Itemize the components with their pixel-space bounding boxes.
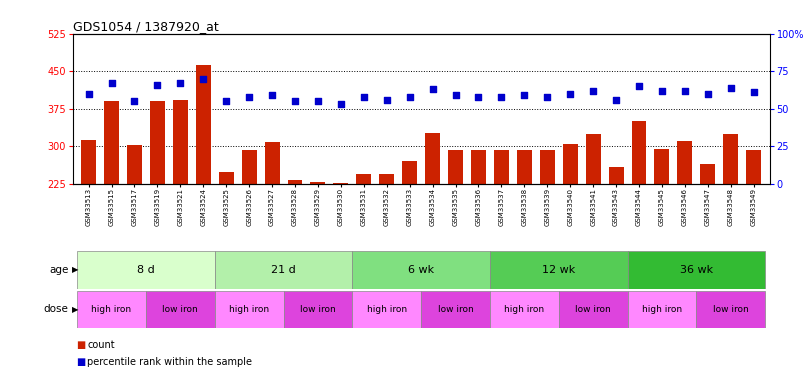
Bar xyxy=(471,150,486,184)
Bar xyxy=(448,150,463,184)
Bar xyxy=(540,150,555,184)
Point xyxy=(311,98,324,104)
Point xyxy=(518,92,531,98)
Bar xyxy=(288,180,302,184)
Text: age: age xyxy=(49,265,69,275)
Point xyxy=(334,101,347,107)
Text: low iron: low iron xyxy=(713,305,749,314)
Text: ▶: ▶ xyxy=(72,266,78,274)
Bar xyxy=(700,164,715,184)
Point xyxy=(472,94,485,100)
Point xyxy=(747,89,760,95)
Bar xyxy=(628,291,696,328)
Text: high iron: high iron xyxy=(229,305,269,314)
Text: low iron: low iron xyxy=(300,305,336,314)
Bar xyxy=(352,251,490,289)
Point xyxy=(701,91,714,97)
Text: low iron: low iron xyxy=(163,305,198,314)
Bar xyxy=(196,65,210,184)
Point xyxy=(541,94,554,100)
Text: high iron: high iron xyxy=(367,305,407,314)
Bar xyxy=(284,291,352,328)
Bar xyxy=(425,133,440,184)
Bar xyxy=(77,251,214,289)
Point xyxy=(403,94,416,100)
Point xyxy=(426,86,439,92)
Bar xyxy=(563,144,578,184)
Bar xyxy=(214,291,284,328)
Text: GDS1054 / 1387920_at: GDS1054 / 1387920_at xyxy=(73,20,218,33)
Bar xyxy=(677,141,692,184)
Bar xyxy=(310,182,326,184)
Text: count: count xyxy=(87,340,114,350)
Text: 21 d: 21 d xyxy=(271,265,296,275)
Bar xyxy=(81,140,96,184)
Text: high iron: high iron xyxy=(505,305,544,314)
Bar xyxy=(609,167,624,184)
Bar xyxy=(490,251,628,289)
Point xyxy=(609,97,622,103)
Text: ■: ■ xyxy=(77,340,85,350)
Text: percentile rank within the sample: percentile rank within the sample xyxy=(87,357,252,367)
Bar xyxy=(517,150,532,184)
Bar xyxy=(146,291,214,328)
Bar xyxy=(586,134,600,184)
Point xyxy=(495,94,508,100)
Bar xyxy=(421,291,490,328)
Text: high iron: high iron xyxy=(642,305,682,314)
Point xyxy=(289,98,301,104)
Point xyxy=(220,98,233,104)
Bar xyxy=(172,100,188,184)
Text: low iron: low iron xyxy=(575,305,611,314)
Point xyxy=(449,92,462,98)
Text: ▶: ▶ xyxy=(72,305,78,314)
Text: 12 wk: 12 wk xyxy=(542,265,575,275)
Text: 8 d: 8 d xyxy=(137,265,155,275)
Bar xyxy=(334,183,348,184)
Bar xyxy=(214,251,352,289)
Text: low iron: low iron xyxy=(438,305,473,314)
Point xyxy=(174,80,187,86)
Bar xyxy=(559,291,628,328)
Point xyxy=(151,82,164,88)
Bar xyxy=(380,174,394,184)
Bar xyxy=(628,251,765,289)
Bar xyxy=(402,161,418,184)
Bar xyxy=(356,174,372,184)
Point xyxy=(266,92,279,98)
Bar xyxy=(264,142,280,184)
Bar xyxy=(104,101,119,184)
Bar xyxy=(77,291,146,328)
Bar xyxy=(746,150,761,184)
Point xyxy=(128,98,141,104)
Bar xyxy=(654,149,670,184)
Point xyxy=(679,88,692,94)
Point xyxy=(357,94,370,100)
Point xyxy=(587,88,600,94)
Text: 36 wk: 36 wk xyxy=(679,265,713,275)
Point xyxy=(563,91,576,97)
Bar xyxy=(127,145,142,184)
Bar xyxy=(218,172,234,184)
Point xyxy=(725,85,737,91)
Bar xyxy=(150,101,165,184)
Bar xyxy=(352,291,421,328)
Text: dose: dose xyxy=(44,304,69,314)
Bar xyxy=(723,134,738,184)
Point xyxy=(633,83,646,89)
Bar xyxy=(696,291,765,328)
Text: 6 wk: 6 wk xyxy=(408,265,434,275)
Bar xyxy=(490,291,559,328)
Point xyxy=(197,76,210,82)
Point xyxy=(380,97,393,103)
Bar xyxy=(632,121,646,184)
Point xyxy=(105,80,118,86)
Point xyxy=(655,88,668,94)
Text: high iron: high iron xyxy=(91,305,131,314)
Bar xyxy=(242,150,256,184)
Bar xyxy=(494,150,509,184)
Point xyxy=(82,91,95,97)
Text: ■: ■ xyxy=(77,357,85,367)
Point xyxy=(243,94,256,100)
